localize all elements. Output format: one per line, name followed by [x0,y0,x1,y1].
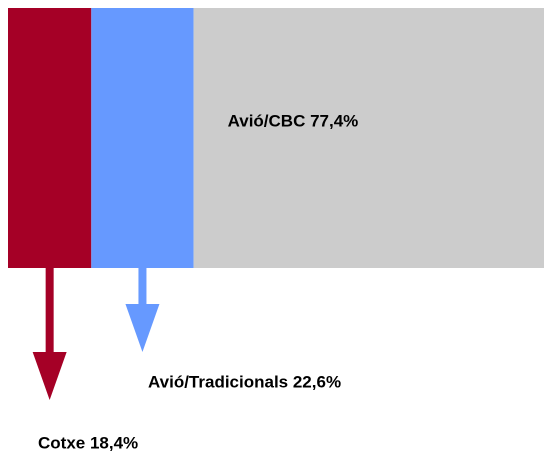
arrow-head [125,304,160,352]
bar-segment [91,8,194,268]
segment-label: Avió/Tradicionals 22,6% [148,372,341,391]
arrow-shaft [45,268,54,352]
segment-label: Cotxe 18,4% [38,433,138,452]
arrow-head [32,352,67,400]
bar-segment [193,8,545,268]
segment-label: Avió/CBC 77,4% [228,111,359,130]
bar-segment [8,8,92,268]
arrow-shaft [138,268,147,304]
